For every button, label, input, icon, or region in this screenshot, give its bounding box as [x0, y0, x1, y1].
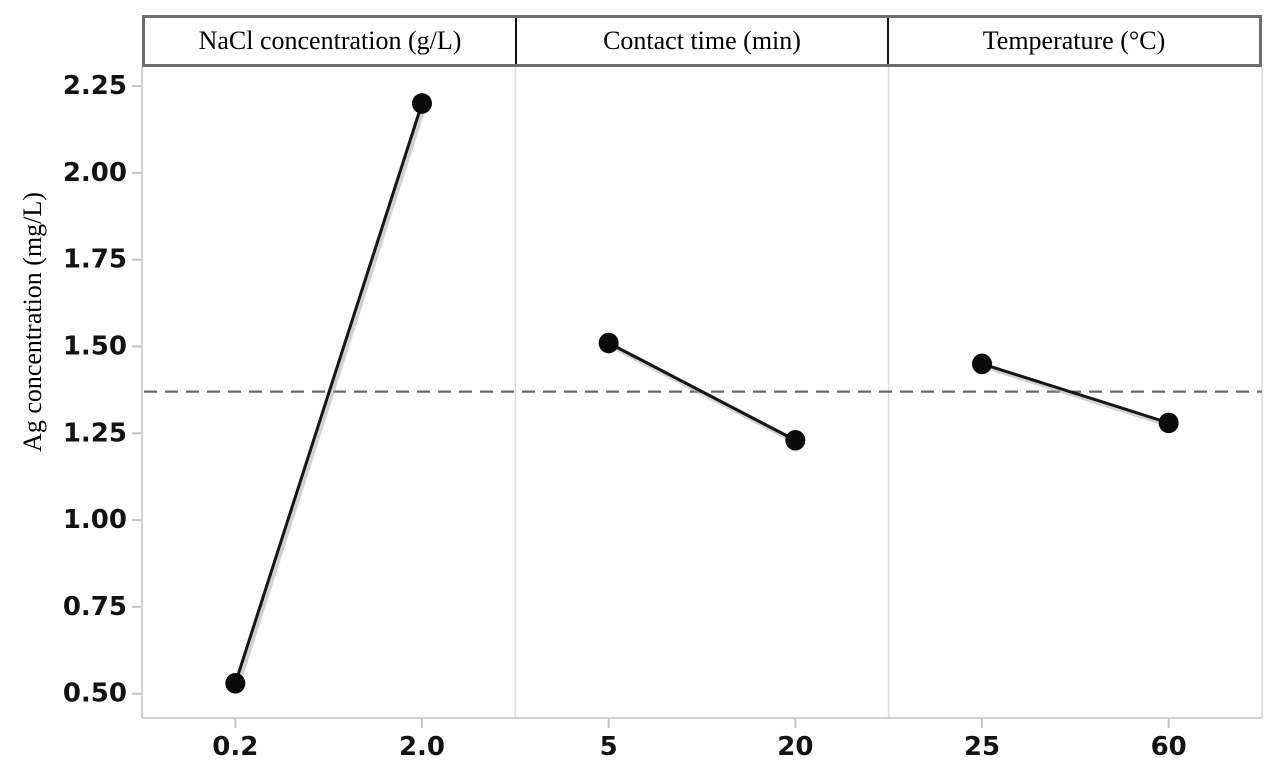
y-tick-label: 1.50 [63, 331, 127, 361]
x-tick-label: 60 [1151, 732, 1187, 762]
data-point-marker [412, 93, 432, 114]
data-point-marker [225, 672, 246, 694]
series-line [607, 341, 797, 442]
y-tick-label: 0.50 [63, 679, 127, 709]
y-tick-label: 0.75 [63, 592, 127, 622]
data-point-marker [785, 429, 806, 451]
y-tick-label: 1.00 [63, 505, 127, 535]
y-tick-label: 1.25 [63, 418, 127, 448]
x-tick-label: 2.0 [399, 732, 445, 762]
panel-header-temperature: Temperature (°C) [887, 18, 1259, 64]
y-tick-label: 2.25 [63, 71, 127, 101]
data-point-marker [1158, 412, 1179, 434]
series-line [233, 101, 424, 685]
panel-header-nacl: NaCl concentration (g/L) [198, 26, 462, 55]
series-line [980, 362, 1171, 425]
data-point-marker [972, 353, 992, 375]
x-tick-label: 25 [964, 732, 1000, 762]
data-point-marker [598, 332, 619, 354]
panel-header-row: NaCl concentration (g/L) Contact time (m… [142, 15, 1262, 67]
series-line-halo [234, 102, 427, 689]
x-tick-label: 0.2 [212, 732, 258, 762]
panel-header-contact-time: Contact time (min) [515, 18, 887, 64]
y-tick-label: 2.00 [63, 158, 127, 188]
y-tick-label: 1.75 [63, 245, 127, 275]
x-tick-label: 20 [777, 732, 813, 762]
x-tick-label: 5 [600, 732, 618, 762]
